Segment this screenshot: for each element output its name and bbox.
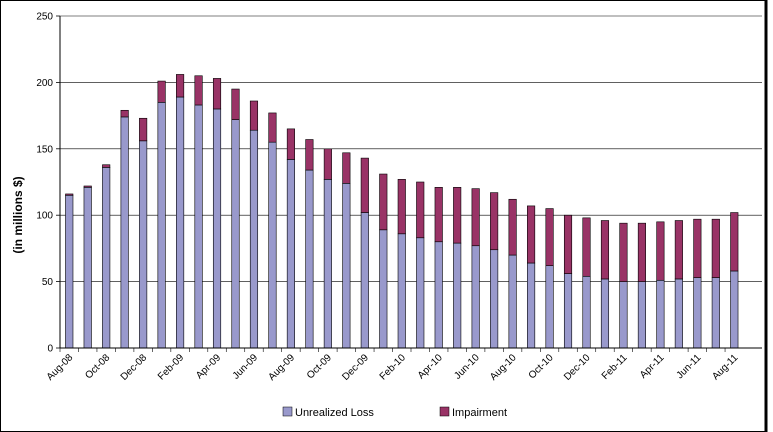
bar-impairment-dec-08	[139, 117, 148, 142]
bar-unrealized-loss-apr-10	[434, 241, 443, 349]
bar-impairment-apr-09	[212, 78, 222, 110]
y-tick-label-200: 200	[36, 78, 53, 89]
bar-impairment-aug-10	[508, 198, 517, 256]
bar-impairment-jun-09	[249, 100, 259, 131]
bar-unrealized-loss-jun-11	[693, 277, 702, 349]
bar-impairment-oct-10	[545, 208, 554, 266]
bar-unrealized-loss-aug-09	[286, 159, 295, 349]
bar-impairment-jan-10	[379, 173, 388, 231]
bar-unrealized-loss-oct-09	[323, 179, 332, 349]
legend-swatch-unrealized-loss	[282, 406, 293, 417]
bar-impairment-aug-08	[65, 193, 74, 196]
bar-unrealized-loss-jul-11	[711, 277, 720, 349]
y-tick-label-150: 150	[36, 144, 53, 155]
y-tick-label-250: 250	[36, 12, 53, 23]
bar-unrealized-loss-mar-10	[416, 237, 425, 349]
bar-impairment-jan-09	[157, 80, 166, 103]
bar-impairment-apr-10	[434, 187, 443, 243]
axes	[59, 16, 762, 352]
bar-impairment-may-10	[453, 187, 462, 244]
bar-impairment-mar-10	[416, 181, 425, 239]
bar-unrealized-loss-jul-09	[268, 141, 277, 349]
bar-unrealized-loss-oct-10	[545, 265, 554, 349]
bar-impairment-feb-09	[176, 74, 185, 98]
bar-impairment-may-11	[674, 220, 683, 280]
bar-impairment-jun-10	[471, 188, 480, 247]
bar-unrealized-loss-apr-11	[656, 279, 665, 349]
bar-impairment-mar-11	[637, 222, 646, 282]
bar-impairment-jun-11	[693, 218, 702, 278]
bar-unrealized-loss-oct-08	[102, 167, 111, 349]
bar-unrealized-loss-sep-10	[527, 262, 536, 349]
bar-unrealized-loss-nov-08	[120, 116, 129, 349]
bar-impairment-mar-09	[194, 75, 203, 106]
bar-impairment-sep-09	[305, 139, 314, 171]
bar-impairment-nov-10	[563, 214, 573, 274]
bar-unrealized-loss-jan-09	[157, 102, 166, 349]
bar-unrealized-loss-may-11	[674, 278, 683, 349]
bar-impairment-jul-10	[490, 192, 499, 251]
bar-impairment-feb-11	[619, 222, 628, 282]
bar-impairment-oct-08	[102, 164, 111, 168]
bar-unrealized-loss-feb-10	[397, 233, 406, 349]
bar-unrealized-loss-feb-11	[619, 281, 628, 349]
bar-unrealized-loss-may-10	[453, 242, 462, 349]
bar-unrealized-loss-dec-09	[360, 212, 369, 349]
bar-unrealized-loss-nov-10	[563, 273, 573, 349]
legend-label-impairment: Impairment	[452, 407, 507, 419]
y-tick-label-0: 0	[47, 344, 53, 355]
bar-unrealized-loss-sep-08	[83, 187, 92, 349]
bar-impairment-nov-09	[342, 152, 351, 184]
bar-impairment-aug-11	[730, 212, 739, 272]
bar-unrealized-loss-may-09	[231, 119, 240, 349]
bar-unrealized-loss-aug-10	[508, 254, 517, 349]
legend-swatch-impairment	[439, 406, 450, 417]
bar-unrealized-loss-aug-08	[65, 194, 74, 349]
bar-unrealized-loss-mar-09	[194, 104, 203, 349]
bar-unrealized-loss-apr-09	[212, 108, 222, 349]
bar-impairment-dec-09	[360, 157, 369, 213]
bar-impairment-aug-09	[286, 128, 295, 160]
y-tick-label-50: 50	[42, 277, 54, 288]
y-tick-label-100: 100	[36, 211, 53, 222]
bar-impairment-feb-10	[397, 179, 406, 235]
bar-unrealized-loss-sep-09	[305, 169, 314, 349]
bar-unrealized-loss-feb-09	[176, 96, 185, 349]
y-axis-title: (in millions $)	[11, 176, 25, 253]
bar-unrealized-loss-aug-11	[730, 270, 739, 349]
bar-impairment-jul-11	[711, 218, 720, 278]
bar-impairment-sep-08	[83, 185, 92, 188]
bar-unrealized-loss-jan-11	[600, 278, 610, 349]
bar-impairment-jan-11	[600, 220, 610, 280]
bar-impairment-oct-09	[323, 148, 332, 180]
legend-label-unrealized-loss: Unrealized Loss	[295, 407, 374, 419]
y-tick-labels: 0 50 100 150 200 250	[36, 12, 53, 355]
bar-impairment-nov-08	[120, 109, 129, 118]
legend: Unrealized Loss Impairment	[282, 406, 507, 419]
bar-unrealized-loss-jun-10	[471, 245, 480, 349]
bar-unrealized-loss-jul-10	[490, 249, 499, 349]
bar-unrealized-loss-dec-10	[582, 275, 591, 349]
bar-unrealized-loss-mar-11	[637, 281, 646, 349]
bar-unrealized-loss-jun-09	[249, 129, 259, 349]
bar-unrealized-loss-nov-09	[342, 183, 351, 349]
bar-impairment-may-09	[231, 88, 240, 120]
bar-impairment-apr-11	[656, 221, 665, 281]
bar-impairment-sep-10	[527, 205, 536, 264]
bar-unrealized-loss-jan-10	[379, 229, 388, 349]
bar-impairment-jul-09	[268, 112, 277, 143]
bar-unrealized-loss-dec-08	[139, 140, 148, 349]
bar-impairment-dec-10	[582, 217, 591, 277]
